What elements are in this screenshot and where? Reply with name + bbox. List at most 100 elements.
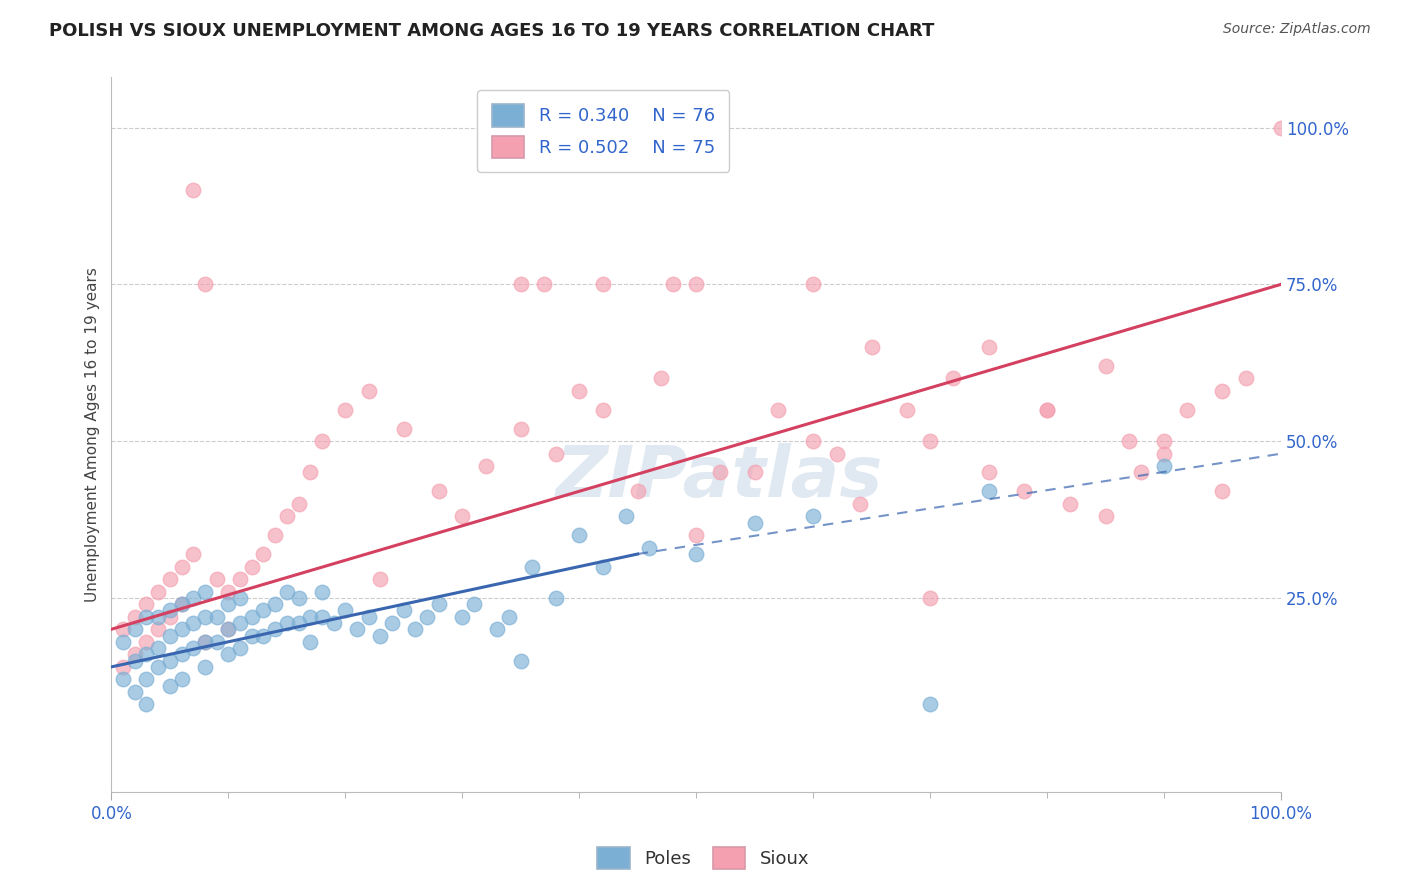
Point bbox=[942, 371, 965, 385]
Point bbox=[181, 615, 204, 630]
Point bbox=[662, 277, 685, 292]
Point bbox=[252, 603, 274, 617]
Point bbox=[311, 434, 333, 449]
Point bbox=[194, 660, 217, 674]
Point bbox=[627, 484, 650, 499]
Point bbox=[135, 648, 157, 662]
Point bbox=[1153, 459, 1175, 474]
Point bbox=[299, 634, 322, 648]
Point bbox=[217, 622, 239, 636]
Point bbox=[1012, 484, 1035, 499]
Point bbox=[112, 634, 135, 648]
Point bbox=[170, 597, 193, 611]
Point bbox=[229, 615, 252, 630]
Point bbox=[709, 466, 731, 480]
Point bbox=[1094, 509, 1116, 524]
Point bbox=[509, 277, 531, 292]
Point bbox=[159, 572, 181, 586]
Point bbox=[1059, 497, 1081, 511]
Point bbox=[205, 609, 228, 624]
Point bbox=[170, 597, 193, 611]
Text: Source: ZipAtlas.com: Source: ZipAtlas.com bbox=[1223, 22, 1371, 37]
Point bbox=[1036, 402, 1059, 417]
Point bbox=[920, 698, 942, 712]
Point bbox=[148, 584, 170, 599]
Point bbox=[451, 609, 474, 624]
Point bbox=[229, 641, 252, 656]
Point bbox=[135, 673, 157, 687]
Text: POLISH VS SIOUX UNEMPLOYMENT AMONG AGES 16 TO 19 YEARS CORRELATION CHART: POLISH VS SIOUX UNEMPLOYMENT AMONG AGES … bbox=[49, 22, 935, 40]
Point bbox=[498, 609, 520, 624]
Point bbox=[825, 447, 848, 461]
Point bbox=[638, 541, 661, 555]
Point bbox=[194, 634, 217, 648]
Point bbox=[135, 698, 157, 712]
Point bbox=[405, 622, 427, 636]
Point bbox=[205, 572, 228, 586]
Point bbox=[170, 673, 193, 687]
Point bbox=[124, 609, 146, 624]
Point bbox=[311, 584, 333, 599]
Point bbox=[240, 609, 263, 624]
Point bbox=[920, 434, 942, 449]
Point bbox=[159, 679, 181, 693]
Point bbox=[181, 591, 204, 605]
Point bbox=[194, 634, 217, 648]
Point bbox=[474, 459, 496, 474]
Point bbox=[801, 434, 824, 449]
Point bbox=[124, 685, 146, 699]
Point bbox=[486, 622, 509, 636]
Point bbox=[920, 591, 942, 605]
Point bbox=[650, 371, 672, 385]
Point bbox=[276, 615, 298, 630]
Point bbox=[148, 641, 170, 656]
Point bbox=[614, 509, 637, 524]
Point bbox=[592, 402, 614, 417]
Legend: Poles, Sioux: Poles, Sioux bbox=[588, 838, 818, 879]
Point bbox=[135, 597, 157, 611]
Point bbox=[416, 609, 439, 624]
Point bbox=[977, 484, 1000, 499]
Point bbox=[205, 634, 228, 648]
Point bbox=[170, 622, 193, 636]
Point bbox=[392, 603, 415, 617]
Point bbox=[744, 466, 766, 480]
Point bbox=[427, 597, 450, 611]
Point bbox=[159, 628, 181, 642]
Point bbox=[568, 528, 591, 542]
Point bbox=[229, 591, 252, 605]
Point bbox=[370, 572, 392, 586]
Point bbox=[335, 402, 357, 417]
Point bbox=[335, 603, 357, 617]
Point bbox=[427, 484, 450, 499]
Point bbox=[568, 384, 591, 398]
Point bbox=[112, 673, 135, 687]
Point bbox=[159, 654, 181, 668]
Point bbox=[509, 654, 531, 668]
Point bbox=[1211, 484, 1233, 499]
Point bbox=[463, 597, 485, 611]
Text: ZIPatlas: ZIPatlas bbox=[555, 443, 883, 512]
Point bbox=[276, 509, 298, 524]
Point bbox=[159, 603, 181, 617]
Point bbox=[124, 648, 146, 662]
Point bbox=[592, 559, 614, 574]
Point bbox=[685, 528, 707, 542]
Point bbox=[135, 634, 157, 648]
Point bbox=[533, 277, 555, 292]
Point bbox=[287, 615, 309, 630]
Point bbox=[1094, 359, 1116, 373]
Point bbox=[112, 660, 135, 674]
Point bbox=[135, 609, 157, 624]
Point bbox=[194, 609, 217, 624]
Point bbox=[287, 591, 309, 605]
Point bbox=[217, 584, 239, 599]
Point bbox=[276, 584, 298, 599]
Point bbox=[148, 660, 170, 674]
Point bbox=[801, 509, 824, 524]
Point bbox=[592, 277, 614, 292]
Point bbox=[287, 497, 309, 511]
Point bbox=[299, 466, 322, 480]
Point bbox=[977, 340, 1000, 354]
Point bbox=[544, 591, 567, 605]
